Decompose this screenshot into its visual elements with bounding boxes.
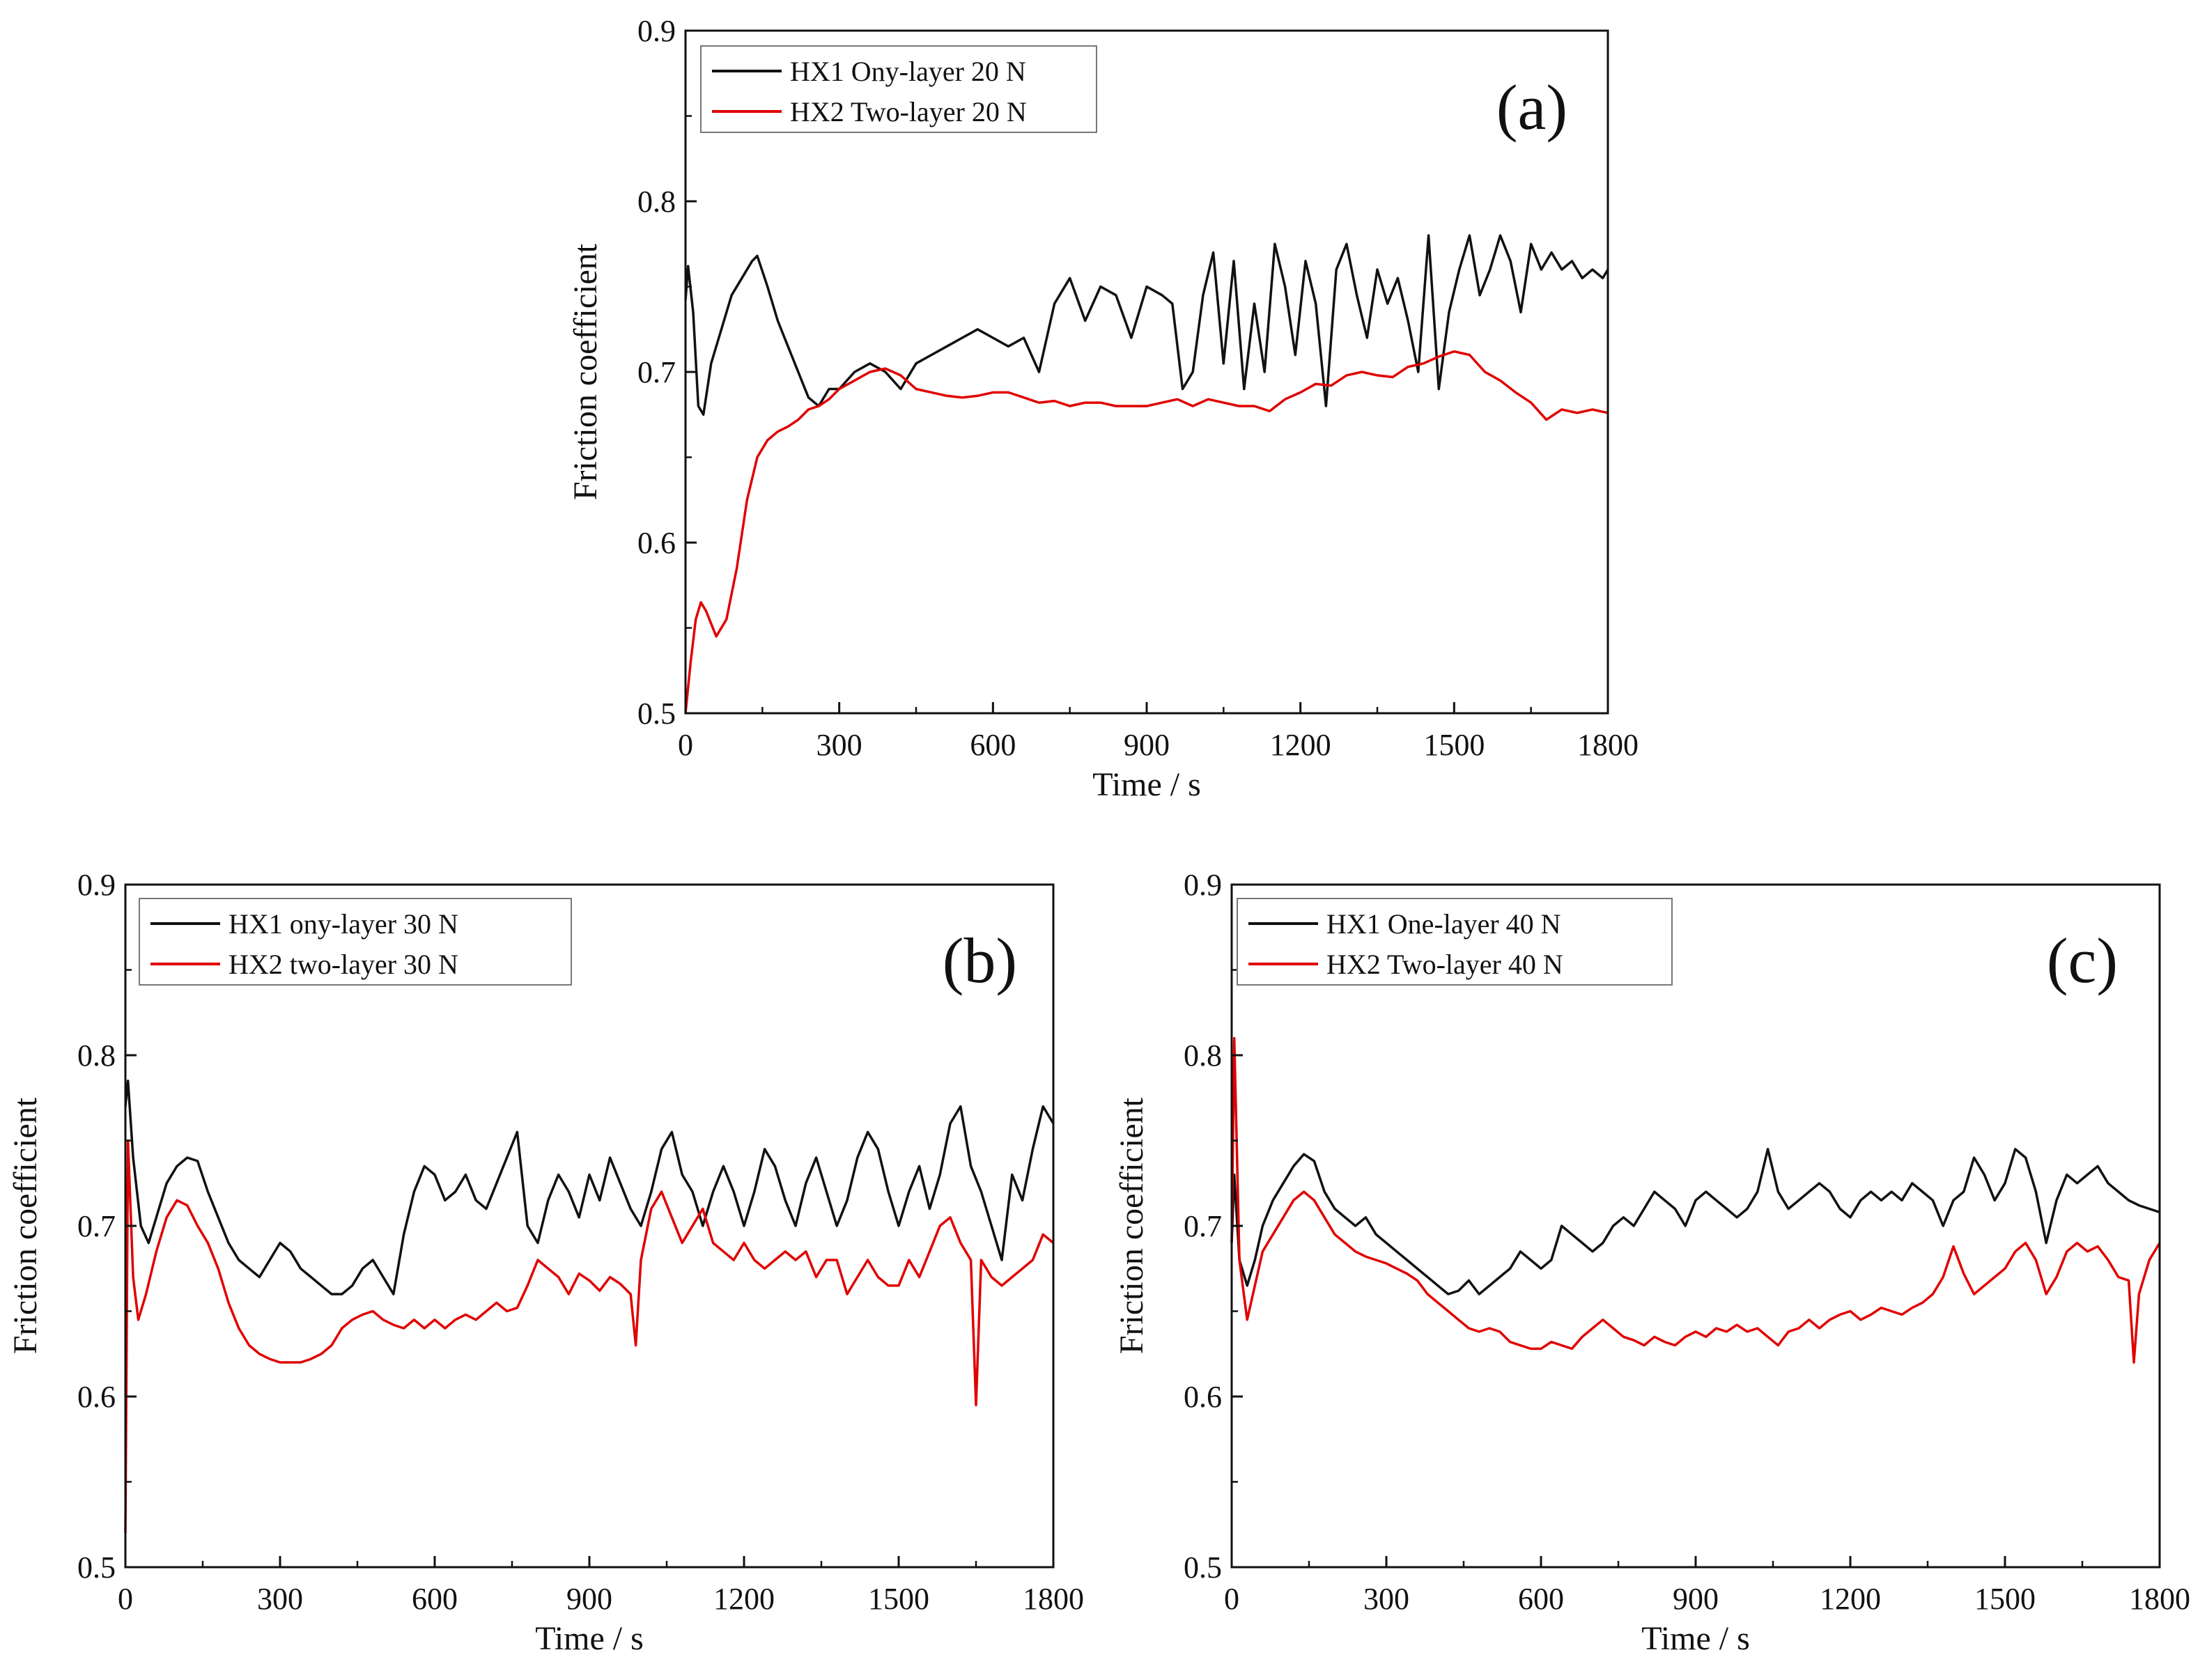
- y-tick-label: 0.5: [637, 697, 676, 731]
- x-tick-label: 1800: [2129, 1582, 2190, 1616]
- y-tick-label: 0.9: [77, 868, 116, 902]
- x-tick-label: 1200: [1820, 1582, 1881, 1616]
- y-tick-label: 0.8: [637, 185, 676, 219]
- y-tick-label: 0.7: [77, 1209, 116, 1243]
- legend-label-1: HX1 ony-layer 30 N: [229, 908, 458, 940]
- x-tick-label: 1800: [1577, 728, 1639, 762]
- x-tick-label: 0: [118, 1582, 133, 1616]
- x-tick-label: 600: [1518, 1582, 1564, 1616]
- series-line-2: [1230, 1036, 2161, 1364]
- y-tick-label: 0.7: [1184, 1209, 1222, 1243]
- x-axis-title: Time / s: [1092, 766, 1201, 803]
- legend-box: [700, 45, 1097, 133]
- series-line-2: [684, 350, 1609, 714]
- y-axis-title: Friction coefficient: [7, 1097, 44, 1354]
- panel-label: (a): [1496, 72, 1567, 143]
- legend-label-1: HX1 Ony-layer 20 N: [790, 56, 1026, 87]
- y-tick-label: 0.8: [1184, 1039, 1222, 1073]
- x-tick-label: 600: [412, 1582, 458, 1616]
- y-tick-label: 0.6: [77, 1380, 116, 1414]
- x-tick-label: 900: [1124, 728, 1170, 762]
- x-tick-label: 900: [1673, 1582, 1719, 1616]
- x-tick-label: 300: [816, 728, 862, 762]
- x-tick-label: 0: [678, 728, 693, 762]
- panel-label: (c): [2047, 925, 2118, 996]
- y-tick-label: 0.9: [1184, 868, 1222, 902]
- panel-b: 0 300 600 900 1200 1500 1800 0.5 0.6 0.7 0.8 0.9 Tim…: [7, 868, 1084, 1657]
- panel-label: (b): [943, 925, 1017, 996]
- legend-label-1: HX1 One-layer 40 N: [1326, 908, 1561, 940]
- x-tick-label: 900: [566, 1582, 612, 1616]
- y-tick-label: 0.7: [637, 355, 676, 389]
- y-tick-label: 0.6: [637, 526, 676, 560]
- x-tick-label: 0: [1224, 1582, 1239, 1616]
- panel-a: 0 300 600 900 1200 1500 1800 0.5 0.6 0.7 0.8 0.9 Tim…: [567, 14, 1639, 803]
- legend-box: [139, 898, 572, 986]
- x-tick-label: 1500: [1423, 728, 1485, 762]
- y-tick-label: 0.5: [1184, 1550, 1222, 1585]
- y-tick-label: 0.9: [637, 14, 676, 48]
- panel-c: 0 300 600 900 1200 1500 1800 0.5 0.6 0.7 0.8 0.9 Tim…: [1113, 868, 2190, 1657]
- plot-frame: [124, 883, 1055, 1569]
- legend-label-2: HX2 Two-layer 40 N: [1326, 949, 1563, 980]
- x-tick-label: 1500: [1974, 1582, 2036, 1616]
- y-tick-label: 0.8: [77, 1039, 116, 1073]
- y-axis-title: Friction coefficient: [1113, 1097, 1150, 1354]
- x-tick-label: 300: [257, 1582, 303, 1616]
- series-line-1: [684, 234, 1609, 416]
- legend-box: [1237, 898, 1673, 986]
- series-line-2: [124, 1139, 1055, 1534]
- y-axis-title: Friction coefficient: [567, 243, 604, 500]
- x-tick-label: 300: [1363, 1582, 1409, 1616]
- x-axis-title: Time / s: [535, 1620, 644, 1657]
- x-tick-label: 1200: [1270, 728, 1331, 762]
- x-tick-label: 1200: [713, 1582, 775, 1616]
- x-tick-label: 1500: [868, 1582, 929, 1616]
- legend-label-2: HX2 Two-layer 20 N: [790, 96, 1027, 127]
- series-line-1: [1230, 1148, 2160, 1296]
- x-axis-title: Time / s: [1641, 1620, 1750, 1657]
- y-tick-label: 0.6: [1184, 1380, 1222, 1414]
- series-line-1: [124, 1080, 1055, 1296]
- legend-label-2: HX2 two-layer 30 N: [229, 949, 458, 980]
- x-tick-label: 1800: [1023, 1582, 1084, 1616]
- x-tick-label: 600: [970, 728, 1016, 762]
- y-tick-label: 0.5: [77, 1550, 116, 1585]
